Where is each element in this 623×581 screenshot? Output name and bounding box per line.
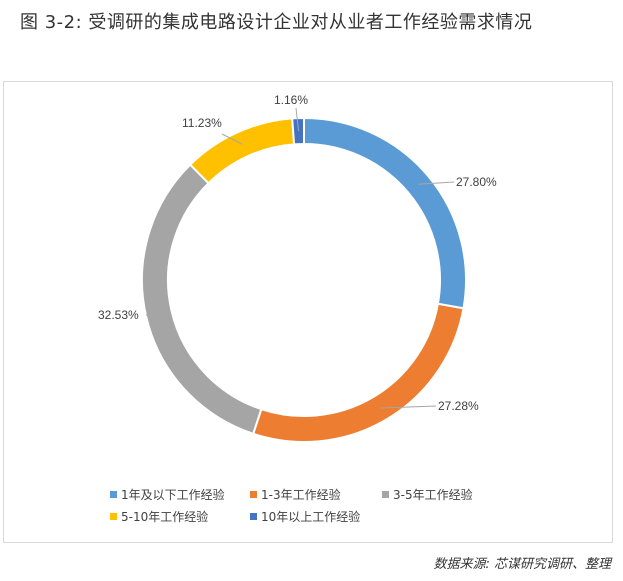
data-label-1: 27.80% bbox=[456, 175, 497, 189]
data-labels: 27.80% 27.28% 32.53% 11.23% 1.16% bbox=[98, 93, 497, 413]
data-label-3: 32.53% bbox=[98, 308, 139, 322]
data-label-5: 1.16% bbox=[274, 93, 308, 107]
legend-swatch-2 bbox=[250, 491, 257, 498]
figure-title: 图 3-2: 受调研的集成电路设计企业对从业者工作经验需求情况 bbox=[20, 12, 533, 33]
legend-label-1: 1年及以下工作经验 bbox=[121, 487, 225, 502]
legend-label-5: 10年以上工作经验 bbox=[261, 509, 360, 524]
legend-label-3: 3-5年工作经验 bbox=[393, 487, 473, 502]
donut-slice-1 bbox=[303, 116, 467, 310]
legend-label-4: 5-10年工作经验 bbox=[121, 509, 208, 524]
legend-label-2: 1-3年工作经验 bbox=[261, 487, 341, 502]
legend-swatch-1 bbox=[110, 491, 117, 498]
donut-slice-3 bbox=[141, 163, 263, 436]
legend: 1年及以下工作经验 1-3年工作经验 3-5年工作经验 5-10年工作经验 10年以上工… bbox=[110, 487, 473, 524]
leader-line-5 bbox=[295, 107, 300, 132]
legend-swatch-3 bbox=[382, 491, 389, 498]
leader-line-3 bbox=[145, 313, 159, 316]
data-label-2: 27.28% bbox=[438, 399, 479, 413]
donut-slice-2 bbox=[251, 302, 465, 443]
donut-slice-5 bbox=[291, 116, 305, 146]
leader-line-2 bbox=[380, 405, 437, 409]
leader-line-1 bbox=[418, 181, 455, 185]
legend-swatch-5 bbox=[250, 513, 257, 520]
donut-slices bbox=[141, 116, 467, 443]
leader-lines bbox=[145, 107, 455, 409]
source-note: 数据来源: 芯谋研究调研、整理 bbox=[433, 557, 611, 572]
legend-swatch-4 bbox=[110, 513, 117, 520]
data-label-4: 11.23% bbox=[182, 116, 222, 130]
chart-frame bbox=[3, 81, 613, 543]
leader-line-4 bbox=[221, 133, 243, 145]
